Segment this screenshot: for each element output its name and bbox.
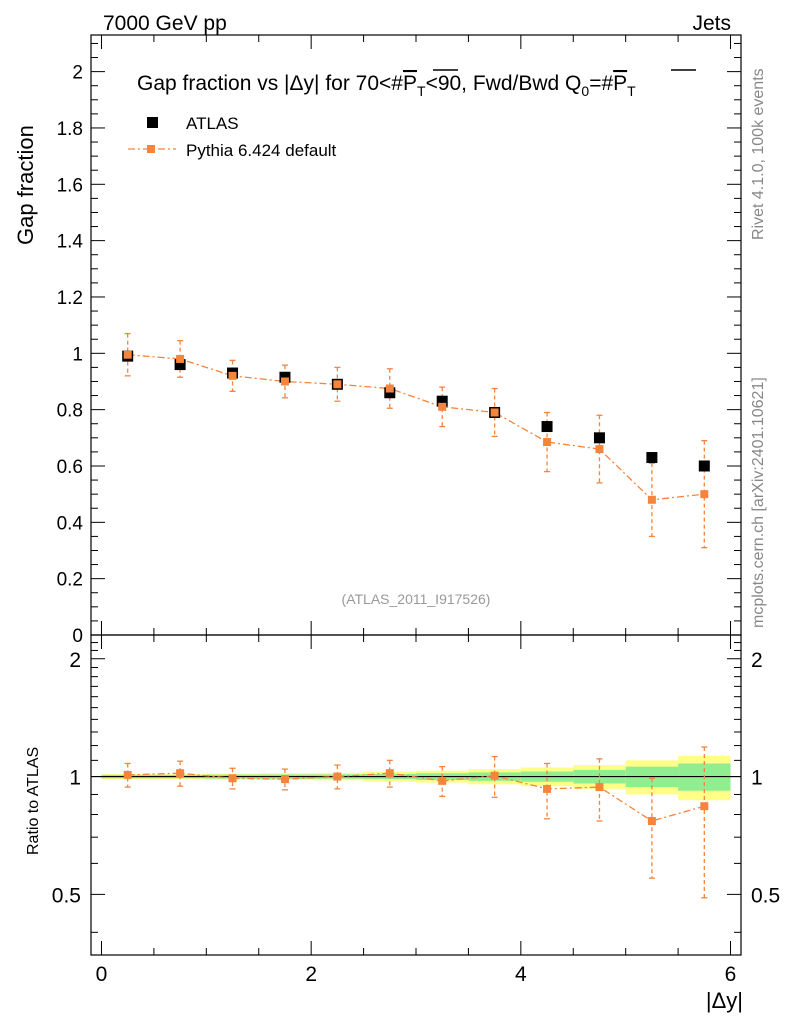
main-ylabel: Gap fraction <box>13 125 38 245</box>
ratio-panel: 0.5 1 2 0.5 1 2 0 2 4 6 <box>52 634 780 986</box>
pythia-point <box>647 495 656 504</box>
mcplots-label: mcplots.cern.ch [arXiv:2401.10621] <box>750 377 767 628</box>
x-tick-label: 2 <box>305 963 317 986</box>
y-tick-label: 1 <box>72 344 83 365</box>
pythia-point <box>700 490 709 499</box>
ratio-tick-label-right: 0.5 <box>751 884 780 907</box>
atlas-point <box>646 452 658 464</box>
pythia-point <box>176 354 185 363</box>
ratio-tick-label-left: 0.5 <box>52 884 81 907</box>
pythia-point <box>543 438 552 447</box>
ratio-pythia-point <box>490 771 499 780</box>
pythia-point <box>280 377 289 386</box>
ratio-pythia-point <box>700 802 709 811</box>
ratio-series <box>123 746 709 899</box>
pythia-point <box>490 408 499 417</box>
y-tick-label: 2 <box>72 63 83 84</box>
ratio-frame <box>90 634 742 956</box>
ratio-pythia-point <box>385 769 394 778</box>
ratio-pythia-point <box>123 770 132 779</box>
ratio-bands <box>101 755 731 801</box>
analysis-watermark: (ATLAS_2011_I917526) <box>342 591 491 607</box>
ratio-tick-label-right: 1 <box>751 767 763 790</box>
legend-atlas-marker <box>147 117 158 128</box>
atlas-point <box>174 359 186 371</box>
atlas-point <box>436 395 448 407</box>
rivet-label: Rivet 4.1.0, 100k events <box>750 68 767 240</box>
atlas-point <box>698 460 710 472</box>
pythia-line <box>127 354 705 501</box>
legend-pythia-label: Pythia 6.424 default <box>186 141 337 160</box>
main-panel: 0 0.2 0.4 0.6 0.8 1 1.2 1.4 1.6 1.8 2 (ATLAS_2011_… <box>57 34 742 647</box>
pythia-point <box>438 402 447 411</box>
header-category: Jets <box>692 12 731 35</box>
x-tick-label: 0 <box>96 963 108 986</box>
legend-atlas-label: ATLAS <box>186 114 239 133</box>
main-series <box>122 332 710 549</box>
x-tick-label: 4 <box>515 963 527 986</box>
y-tick-label: 1.8 <box>57 119 83 140</box>
ratio-pythia-line <box>127 772 705 822</box>
pythia-point <box>228 371 237 380</box>
ratio-pythia-point <box>176 769 185 778</box>
ratio-pythia-point <box>333 772 342 781</box>
legend: ATLAS Pythia 6.424 default <box>128 114 337 160</box>
atlas-point <box>593 432 605 444</box>
pythia-point <box>385 384 394 393</box>
atlas-point <box>279 371 291 383</box>
y-tick-label: 0.4 <box>57 513 84 534</box>
pythia-point <box>123 350 132 359</box>
xlabel: |Δy| <box>706 988 743 1013</box>
plot-title: Gap fraction vs |Δy| for 70<#PT<90, Fwd/… <box>137 72 636 99</box>
y-tick-label: 1.6 <box>57 175 83 196</box>
y-tick-label: 1.4 <box>57 232 84 253</box>
x-tick-label: 6 <box>725 963 737 986</box>
ratio-pythia-point <box>647 816 656 825</box>
ratio-tick-label-left: 2 <box>69 649 81 672</box>
ratio-pythia-point <box>595 783 604 792</box>
pythia-point <box>595 445 604 454</box>
atlas-point <box>541 421 553 433</box>
ratio-pythia-point <box>280 775 289 784</box>
ratio-pythia-point <box>543 784 552 793</box>
main-axis-ticks: 0 0.2 0.4 0.6 0.8 1 1.2 1.4 1.6 1.8 2 <box>57 35 741 647</box>
ratio-pythia-point <box>438 776 447 785</box>
y-tick-label: 0.8 <box>57 401 83 422</box>
ratio-tick-label-left: 1 <box>69 767 81 790</box>
legend-pythia-marker <box>147 145 155 153</box>
y-tick-label: 0 <box>72 626 83 647</box>
y-tick-label: 0.6 <box>57 457 83 478</box>
y-tick-label: 1.2 <box>57 288 83 309</box>
ratio-ylabel: Ratio to ATLAS <box>25 747 42 855</box>
y-tick-label: 0.2 <box>57 570 83 591</box>
ratio-pythia-point <box>228 774 237 783</box>
atlas-point <box>384 387 396 399</box>
header-energy: 7000 GeV pp <box>103 12 227 35</box>
ratio-axis-ticks: 0.5 1 2 0.5 1 2 0 2 4 6 <box>52 635 780 986</box>
ratio-tick-label-right: 2 <box>751 649 763 672</box>
pythia-point <box>333 380 342 389</box>
